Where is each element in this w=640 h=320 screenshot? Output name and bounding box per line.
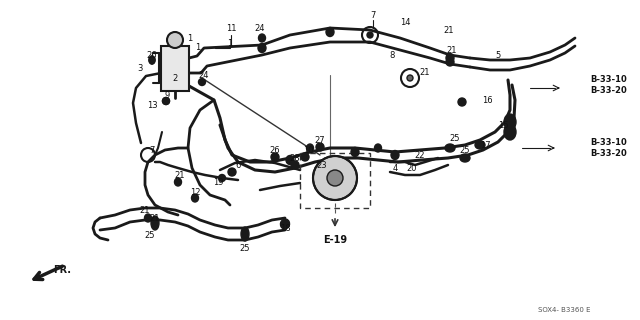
Text: 3: 3 (138, 63, 143, 73)
Text: 13: 13 (147, 100, 157, 109)
Text: B-33-10
B-33-20: B-33-10 B-33-20 (590, 138, 627, 158)
Text: 11: 11 (226, 23, 236, 33)
Text: 1: 1 (227, 38, 232, 47)
Text: 5: 5 (495, 51, 500, 60)
Text: 25: 25 (460, 146, 470, 155)
Text: 18: 18 (280, 223, 291, 233)
Ellipse shape (446, 53, 454, 62)
Text: 21: 21 (150, 213, 160, 222)
Text: 25: 25 (145, 230, 156, 239)
Text: 21: 21 (447, 45, 457, 54)
Ellipse shape (316, 143, 324, 151)
Text: 21: 21 (175, 171, 185, 180)
Circle shape (327, 170, 343, 186)
Text: 26: 26 (147, 51, 157, 60)
Ellipse shape (228, 168, 236, 176)
Text: 27: 27 (315, 135, 325, 145)
Ellipse shape (504, 124, 516, 140)
Circle shape (167, 32, 183, 48)
Text: 7: 7 (371, 11, 376, 20)
Ellipse shape (307, 144, 314, 152)
Text: 26: 26 (269, 146, 280, 155)
Text: 20: 20 (407, 164, 417, 172)
Ellipse shape (149, 56, 155, 64)
Ellipse shape (301, 153, 309, 161)
Ellipse shape (280, 219, 289, 229)
Text: 21: 21 (420, 68, 430, 76)
Text: SOX4- B3360 E: SOX4- B3360 E (538, 307, 590, 313)
Ellipse shape (258, 44, 266, 52)
Circle shape (313, 156, 357, 200)
Text: E-19: E-19 (323, 235, 347, 245)
Text: 19: 19 (212, 178, 223, 187)
Bar (300, 153, 370, 208)
Ellipse shape (391, 150, 399, 159)
Text: 21: 21 (140, 205, 150, 214)
Ellipse shape (458, 98, 466, 106)
Text: 16: 16 (482, 95, 492, 105)
Text: 4: 4 (392, 164, 397, 172)
Ellipse shape (291, 161, 299, 169)
Ellipse shape (191, 194, 198, 202)
Circle shape (367, 32, 373, 38)
Text: 21: 21 (444, 26, 454, 35)
Ellipse shape (175, 178, 182, 186)
Ellipse shape (259, 34, 266, 42)
Ellipse shape (374, 144, 381, 152)
Text: 17: 17 (480, 140, 490, 149)
Ellipse shape (163, 98, 170, 105)
Ellipse shape (163, 98, 170, 105)
Ellipse shape (151, 216, 159, 230)
Text: 12: 12 (189, 188, 200, 196)
Text: 15: 15 (498, 121, 508, 130)
Ellipse shape (271, 153, 279, 161)
Text: 24: 24 (199, 70, 209, 79)
Bar (161, 46, 189, 91)
Ellipse shape (460, 154, 470, 162)
Ellipse shape (149, 56, 155, 64)
Text: 23: 23 (317, 161, 327, 170)
Ellipse shape (351, 148, 359, 156)
Text: 1: 1 (188, 34, 193, 43)
Ellipse shape (286, 156, 294, 164)
Text: 28: 28 (290, 154, 300, 163)
Text: 9: 9 (164, 91, 170, 100)
Ellipse shape (241, 227, 249, 241)
Text: 8: 8 (389, 51, 395, 60)
Text: 1: 1 (195, 43, 200, 52)
Text: 24: 24 (255, 23, 265, 33)
Text: 22: 22 (415, 150, 425, 159)
Text: 10: 10 (303, 146, 313, 155)
Text: B-33-10
B-33-20: B-33-10 B-33-20 (590, 75, 627, 95)
Ellipse shape (326, 28, 334, 36)
Circle shape (407, 75, 413, 81)
Ellipse shape (504, 114, 516, 130)
Ellipse shape (145, 214, 152, 222)
Ellipse shape (445, 144, 455, 152)
Ellipse shape (198, 78, 205, 85)
Ellipse shape (218, 174, 225, 181)
Text: 7: 7 (149, 146, 155, 155)
Text: 14: 14 (400, 18, 410, 27)
Text: 6: 6 (236, 161, 241, 170)
Text: 25: 25 (240, 244, 250, 252)
Ellipse shape (446, 58, 454, 66)
Text: FR.: FR. (53, 265, 71, 275)
Ellipse shape (475, 141, 485, 149)
Text: 25: 25 (450, 133, 460, 142)
Text: 2: 2 (172, 74, 178, 83)
